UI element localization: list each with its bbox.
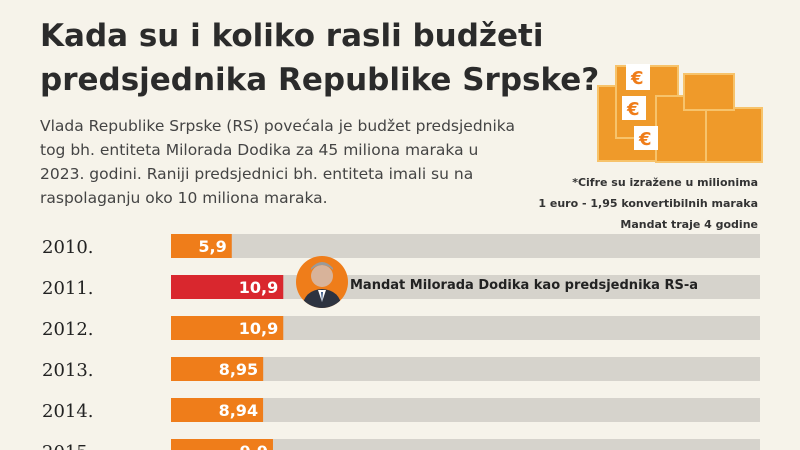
bar-value-label: 8,95 xyxy=(219,360,258,379)
bar-value-label: 10,9 xyxy=(239,319,278,338)
year-label: 2013. xyxy=(42,360,94,381)
year-label: 2010. xyxy=(42,237,94,258)
dodik-portrait-icon xyxy=(296,256,348,308)
svg-text:€: € xyxy=(638,129,652,150)
year-label: 2011. xyxy=(42,278,94,299)
budget-bar xyxy=(171,234,232,258)
note-unit: *Cifre su izražene u milionima xyxy=(572,176,758,189)
year-label: 2012. xyxy=(42,319,94,340)
bar-value-label: 9,9 xyxy=(240,442,268,450)
dodik-mandate-annotation: Mandat Milorada Dodika kao predsjednika … xyxy=(350,278,699,293)
description-text: Vlada Republike Srpske (RS) povećala je … xyxy=(40,117,515,207)
budget-bar xyxy=(171,357,264,381)
bar-track xyxy=(171,357,760,381)
budget-bar xyxy=(171,316,284,340)
year-label: 2014. xyxy=(42,401,94,422)
bar-value-label: 10,9 xyxy=(239,278,278,297)
bar-track xyxy=(171,439,760,450)
svg-text:€: € xyxy=(626,99,640,120)
bar-value-label: 8,94 xyxy=(219,401,258,420)
bar-value-label: 5,9 xyxy=(198,237,226,256)
page-title: Kada su i koliko rasli budžeti predsjedn… xyxy=(40,18,600,98)
note-mandate: Mandat traje 4 godine xyxy=(620,218,758,231)
notes-box: *Cifre su izražene u milionima 1 euro - … xyxy=(538,172,758,235)
year-label: 2015. xyxy=(42,442,94,450)
bar-track xyxy=(171,234,760,258)
budget-bar xyxy=(171,439,273,450)
budget-bar xyxy=(171,275,284,299)
svg-text:€: € xyxy=(630,68,644,89)
budget-bar xyxy=(171,398,264,422)
note-exchange-rate: 1 euro - 1,95 konvertibilnih maraka xyxy=(538,197,758,210)
euro-coins-icon: € € € xyxy=(597,64,763,163)
bar-track xyxy=(171,398,760,422)
